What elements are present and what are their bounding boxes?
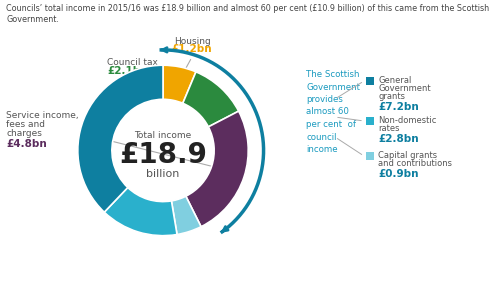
Wedge shape	[183, 72, 239, 127]
Text: £18.9: £18.9	[119, 141, 207, 169]
Wedge shape	[78, 65, 163, 212]
Bar	[366, 152, 374, 160]
Text: Councils’ total income in 2015/16 was £18.9 billion and almost 60 per cent (£10.: Councils’ total income in 2015/16 was £1…	[6, 4, 489, 24]
Text: billion: billion	[146, 169, 180, 179]
Text: Council tax: Council tax	[107, 58, 158, 67]
Text: £4.8bn: £4.8bn	[6, 139, 47, 149]
Bar	[366, 117, 374, 125]
Text: Government: Government	[378, 84, 431, 93]
Wedge shape	[171, 196, 201, 235]
Text: General: General	[378, 76, 412, 85]
Bar	[366, 77, 374, 85]
Text: charges: charges	[6, 129, 42, 138]
Text: Non-domestic: Non-domestic	[378, 116, 436, 125]
Wedge shape	[104, 188, 177, 236]
Text: Housing: Housing	[173, 37, 210, 46]
Text: £7.2bn: £7.2bn	[378, 102, 419, 112]
Text: £2.8bn: £2.8bn	[378, 134, 418, 144]
Text: grants: grants	[378, 92, 405, 101]
Text: Total income: Total income	[134, 131, 192, 140]
Text: £1.2bn: £1.2bn	[172, 44, 212, 54]
Wedge shape	[163, 65, 196, 103]
Text: £2.1bn: £2.1bn	[107, 66, 148, 76]
Text: rates: rates	[378, 124, 400, 133]
Text: fees and: fees and	[6, 120, 45, 129]
Text: Service income,: Service income,	[6, 111, 79, 120]
Text: and contributions: and contributions	[378, 159, 452, 168]
Text: £0.9bn: £0.9bn	[378, 169, 418, 179]
Text: Capital grants: Capital grants	[378, 151, 437, 160]
Text: The Scottish
Government
provides
almost 60
per cent  of
council
income: The Scottish Government provides almost …	[306, 70, 360, 154]
Wedge shape	[186, 111, 248, 227]
